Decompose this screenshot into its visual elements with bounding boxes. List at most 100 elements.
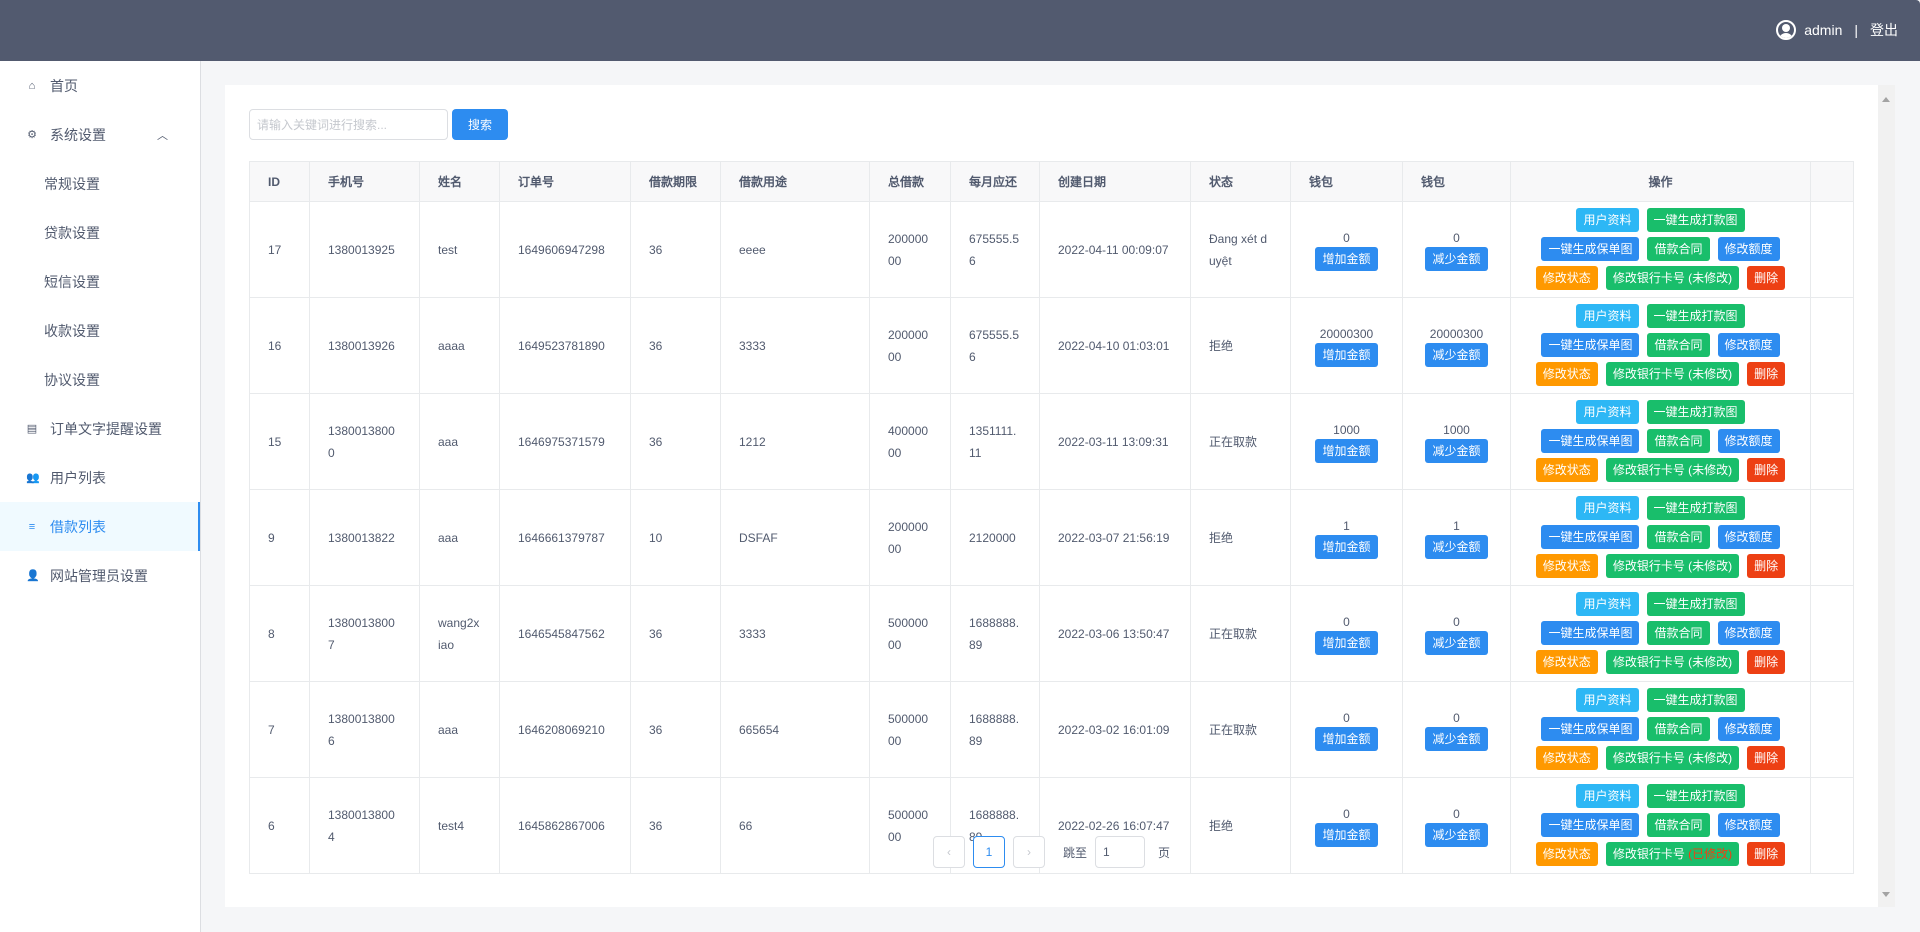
- reduce-amount-button[interactable]: 减少金额: [1425, 246, 1488, 271]
- gen-policy-image-button[interactable]: 一键生成保单图: [1541, 621, 1640, 645]
- edit-bank-label: 修改银行卡号: [1612, 559, 1685, 573]
- loan-contract-button[interactable]: 借款合同: [1647, 429, 1710, 453]
- edit-bank-card-button[interactable]: 修改银行卡号 (未修改): [1605, 362, 1740, 386]
- sidebar-item-3[interactable]: 贷款设置: [0, 208, 200, 257]
- reduce-amount-button[interactable]: 减少金额: [1425, 342, 1488, 367]
- gen-payment-image-button[interactable]: 一键生成打款图: [1646, 208, 1745, 232]
- edit-limit-button[interactable]: 修改额度: [1717, 333, 1780, 357]
- sidebar-item-6[interactable]: 协议设置: [0, 355, 200, 404]
- loan-contract-button[interactable]: 借款合同: [1647, 813, 1710, 837]
- scroll-down-icon[interactable]: [1882, 892, 1890, 897]
- logout-link[interactable]: 登出: [1870, 22, 1898, 38]
- edit-limit-button[interactable]: 修改额度: [1717, 237, 1780, 261]
- reduce-amount-button[interactable]: 减少金额: [1425, 822, 1488, 847]
- user-info-button[interactable]: 用户资料: [1576, 784, 1639, 808]
- gen-payment-image-button[interactable]: 一键生成打款图: [1646, 784, 1745, 808]
- sidebar-item-7[interactable]: ▤ 订单文字提醒设置: [0, 404, 200, 453]
- delete-button[interactable]: 删除: [1747, 650, 1786, 674]
- delete-button[interactable]: 删除: [1747, 554, 1786, 578]
- edit-status-button[interactable]: 修改状态: [1535, 458, 1598, 482]
- gen-policy-image-button[interactable]: 一键生成保单图: [1541, 333, 1640, 357]
- prev-page-button[interactable]: ‹: [933, 836, 965, 868]
- gen-policy-image-button[interactable]: 一键生成保单图: [1541, 525, 1640, 549]
- edit-limit-button[interactable]: 修改额度: [1717, 621, 1780, 645]
- gen-policy-image-button[interactable]: 一键生成保单图: [1541, 813, 1640, 837]
- add-amount-button[interactable]: 增加金额: [1315, 246, 1378, 271]
- delete-button[interactable]: 删除: [1747, 362, 1786, 386]
- add-amount-button[interactable]: 增加金额: [1315, 822, 1378, 847]
- jump-page-input[interactable]: [1095, 836, 1146, 868]
- sidebar-item-10[interactable]: 👤 网站管理员设置: [0, 551, 200, 600]
- loan-contract-button[interactable]: 借款合同: [1647, 333, 1710, 357]
- gen-policy-image-button[interactable]: 一键生成保单图: [1541, 717, 1640, 741]
- reduce-amount-button[interactable]: 减少金额: [1425, 726, 1488, 751]
- edit-bank-card-button[interactable]: 修改银行卡号 (未修改): [1605, 650, 1740, 674]
- edit-bank-card-button[interactable]: 修改银行卡号 (已修改): [1605, 842, 1740, 866]
- add-amount-button[interactable]: 增加金额: [1315, 534, 1378, 559]
- delete-button[interactable]: 删除: [1747, 842, 1786, 866]
- edit-status-button[interactable]: 修改状态: [1535, 362, 1598, 386]
- chevron-up-icon[interactable]: ︿: [157, 129, 168, 142]
- cell-monthly: 2120000: [950, 489, 1040, 586]
- add-amount-button[interactable]: 增加金额: [1315, 630, 1378, 655]
- user-info-button[interactable]: 用户资料: [1576, 304, 1639, 328]
- edit-limit-button[interactable]: 修改额度: [1717, 717, 1780, 741]
- user-info-button[interactable]: 用户资料: [1576, 400, 1639, 424]
- loan-contract-button[interactable]: 借款合同: [1647, 237, 1710, 261]
- edit-bank-card-button[interactable]: 修改银行卡号 (未修改): [1605, 458, 1740, 482]
- sidebar-item-9[interactable]: ≡ 借款列表: [0, 502, 200, 551]
- gen-payment-image-button[interactable]: 一键生成打款图: [1646, 496, 1745, 520]
- edit-status-button[interactable]: 修改状态: [1535, 842, 1598, 866]
- edit-bank-card-button[interactable]: 修改银行卡号 (未修改): [1605, 554, 1740, 578]
- reduce-amount-button[interactable]: 减少金额: [1425, 630, 1488, 655]
- delete-button[interactable]: 删除: [1747, 266, 1786, 290]
- edit-limit-button[interactable]: 修改额度: [1717, 525, 1780, 549]
- user-info-button[interactable]: 用户资料: [1576, 688, 1639, 712]
- delete-button[interactable]: 删除: [1747, 458, 1786, 482]
- cell-wallet: 1000 减少金额: [1402, 393, 1511, 490]
- wallet-value: 20000300: [1429, 326, 1484, 341]
- edit-bank-card-button[interactable]: 修改银行卡号 (未修改): [1605, 266, 1740, 290]
- sidebar-item-4[interactable]: 短信设置: [0, 257, 200, 306]
- username[interactable]: admin: [1804, 22, 1843, 38]
- column-header: 姓名: [419, 161, 500, 202]
- scrollbar[interactable]: [1878, 85, 1895, 907]
- gen-payment-image-button[interactable]: 一键生成打款图: [1646, 400, 1745, 424]
- add-amount-button[interactable]: 增加金额: [1315, 438, 1378, 463]
- user-avatar-icon[interactable]: [1776, 20, 1797, 40]
- scroll-up-icon[interactable]: [1882, 97, 1890, 102]
- gen-policy-image-button[interactable]: 一键生成保单图: [1541, 237, 1640, 261]
- reduce-amount-button[interactable]: 减少金额: [1425, 534, 1488, 559]
- edit-status-button[interactable]: 修改状态: [1535, 554, 1598, 578]
- reduce-amount-button[interactable]: 减少金额: [1425, 438, 1488, 463]
- next-page-button[interactable]: ›: [1013, 836, 1045, 868]
- gen-payment-image-button[interactable]: 一键生成打款图: [1646, 592, 1745, 616]
- gen-payment-image-button[interactable]: 一键生成打款图: [1646, 688, 1745, 712]
- loan-contract-button[interactable]: 借款合同: [1647, 621, 1710, 645]
- edit-limit-button[interactable]: 修改额度: [1717, 813, 1780, 837]
- user-info-button[interactable]: 用户资料: [1576, 208, 1639, 232]
- delete-button[interactable]: 删除: [1747, 746, 1786, 770]
- edit-status-button[interactable]: 修改状态: [1535, 650, 1598, 674]
- sidebar-item-8[interactable]: 👥 用户列表: [0, 453, 200, 502]
- loan-contract-button[interactable]: 借款合同: [1647, 525, 1710, 549]
- gen-policy-image-button[interactable]: 一键生成保单图: [1541, 429, 1640, 453]
- user-info-button[interactable]: 用户资料: [1576, 592, 1639, 616]
- edit-limit-button[interactable]: 修改额度: [1717, 429, 1780, 453]
- loan-contract-button[interactable]: 借款合同: [1647, 717, 1710, 741]
- sidebar-item-1[interactable]: ⚙ 系统设置 ︿: [0, 110, 200, 159]
- sidebar-item-2[interactable]: 常规设置: [0, 159, 200, 208]
- wallet-value: 0: [1343, 614, 1350, 629]
- edit-status-button[interactable]: 修改状态: [1535, 746, 1598, 770]
- add-amount-button[interactable]: 增加金额: [1315, 726, 1378, 751]
- search-button[interactable]: 搜索: [452, 109, 508, 140]
- gen-payment-image-button[interactable]: 一键生成打款图: [1646, 304, 1745, 328]
- user-info-button[interactable]: 用户资料: [1576, 496, 1639, 520]
- edit-bank-card-button[interactable]: 修改银行卡号 (未修改): [1605, 746, 1740, 770]
- sidebar-item-5[interactable]: 收款设置: [0, 306, 200, 355]
- edit-status-button[interactable]: 修改状态: [1535, 266, 1598, 290]
- sidebar-item-0[interactable]: ⌂ 首页: [0, 61, 200, 110]
- search-input[interactable]: [249, 109, 448, 140]
- page-1-button[interactable]: 1: [973, 836, 1005, 868]
- add-amount-button[interactable]: 增加金额: [1315, 342, 1378, 367]
